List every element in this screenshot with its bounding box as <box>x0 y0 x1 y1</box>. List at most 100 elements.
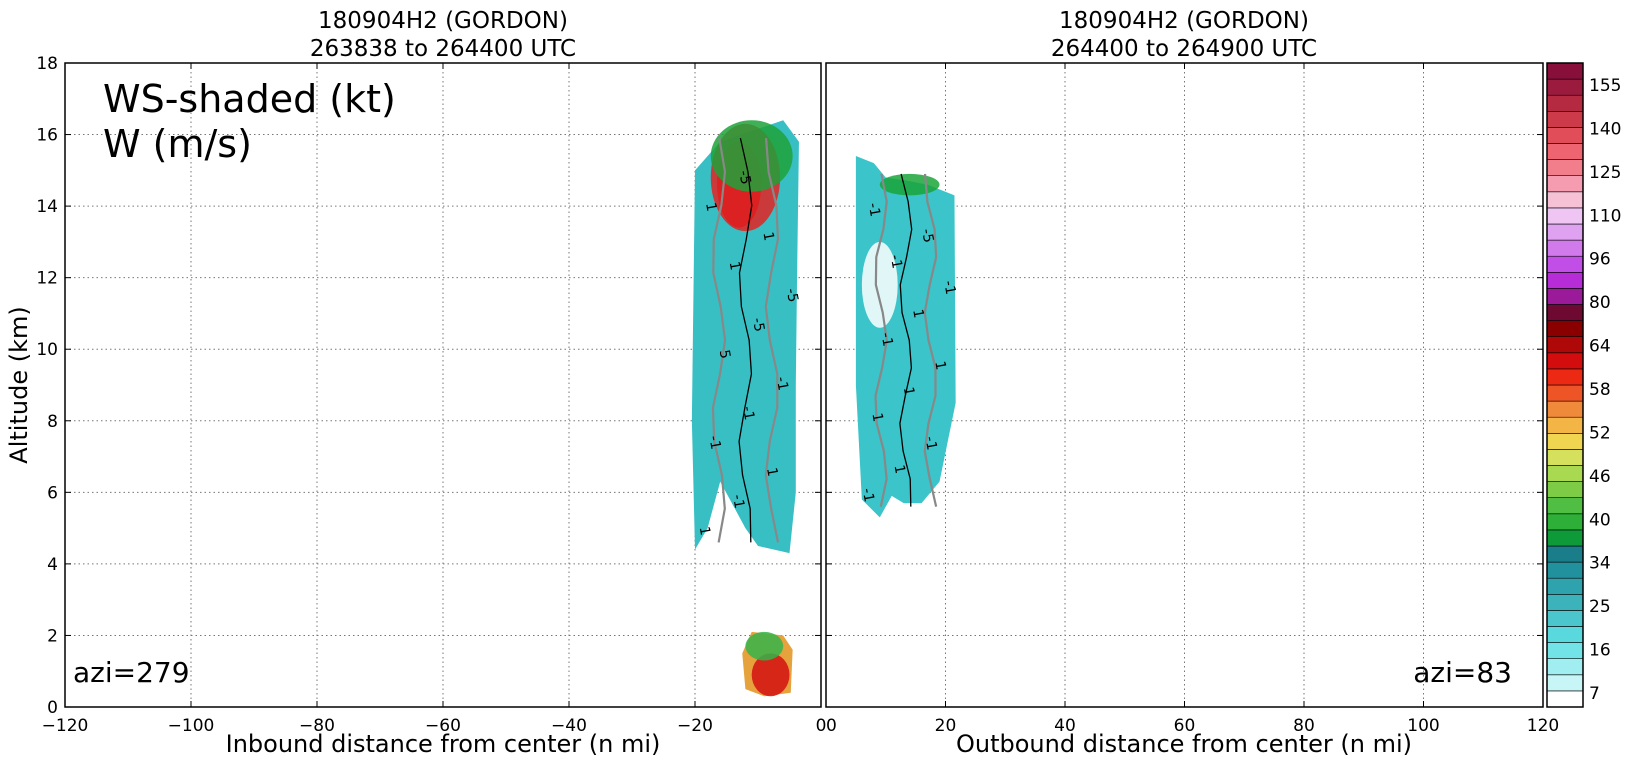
colorbar-band <box>1546 610 1584 627</box>
right-ticks: 0 20 40 60 80 100 120 <box>825 62 1559 736</box>
colorbar-band <box>1546 384 1584 402</box>
w-contour-label: 1 <box>726 260 743 272</box>
w-contour-label: -1 <box>773 375 791 392</box>
right-w-contours: -1 1 -1 1 1 1 -1 1 -1 -1 -5 -1 <box>859 173 958 507</box>
w-contour-line <box>738 137 753 543</box>
colorbar-band <box>1546 62 1584 80</box>
w-contour-label: -5 <box>749 317 767 334</box>
y-tick-label: 16 <box>36 126 58 146</box>
colorbar-band <box>1546 432 1584 450</box>
colorbar-band <box>1546 465 1584 482</box>
w-contour-line <box>899 173 913 507</box>
colorbar-band <box>1546 288 1584 305</box>
w-contour-label: 1 <box>891 463 908 475</box>
left-xlabel: Inbound distance from center (n mi) <box>226 730 661 758</box>
colorbar-ticks: 7 16 25 34 40 46 52 58 64 80 96 110 125 140 155 <box>1589 76 1621 704</box>
w-contour-label: -1 <box>921 435 939 452</box>
w-contour-label: 1 <box>868 412 885 424</box>
x-tick-label: −60 <box>425 716 461 736</box>
colorbar-band <box>1546 497 1584 515</box>
x-tick-label: 120 <box>1527 716 1559 736</box>
colorbar-band <box>1546 626 1584 643</box>
colorbar-band <box>1546 304 1584 321</box>
left-azi-label: azi=279 <box>73 656 190 689</box>
x-tick-label: 40 <box>1054 716 1076 736</box>
w-contour-label: -1 <box>729 493 747 510</box>
w-contour-label: -1 <box>877 331 895 348</box>
colorbar-band <box>1546 223 1584 241</box>
colorbar-band <box>1546 255 1584 273</box>
w-contour-label: 1 <box>759 231 776 243</box>
x-tick-label: −20 <box>677 716 713 736</box>
colorbar-tick-label: 7 <box>1589 684 1600 704</box>
w-contour-label: -1 <box>887 253 905 270</box>
colorbar-tick-label: 16 <box>1589 641 1611 661</box>
w-contour-label: 1 <box>909 308 926 320</box>
y-tick-label: 18 <box>36 54 58 74</box>
x-tick-label: 0 <box>826 716 837 736</box>
w-contour-label: -1 <box>705 434 723 451</box>
x-tick-label: −100 <box>168 716 215 736</box>
colorbar-tick-label: 52 <box>1589 423 1611 443</box>
colorbar-tick-label: 155 <box>1589 76 1621 96</box>
w-contour-label: -5 <box>783 287 801 304</box>
colorbar-band <box>1546 175 1584 193</box>
colorbar-band <box>1546 191 1584 209</box>
x-tick-label: 80 <box>1293 716 1315 736</box>
w-contour-label: -1 <box>859 487 877 504</box>
w-contour-label: 1 <box>702 201 719 213</box>
colorbar-band <box>1546 143 1584 160</box>
y-tick-label: 14 <box>36 197 58 217</box>
colorbar-band <box>1546 593 1584 611</box>
w-contour-label: -5 <box>918 228 936 245</box>
y-tick-label: 12 <box>36 269 58 289</box>
left-wind-shading <box>691 120 799 697</box>
colorbar-tick-label: 34 <box>1589 554 1611 574</box>
feature-green-rim <box>710 120 793 192</box>
colorbar: 7 16 25 34 40 46 52 58 64 80 96 110 125 140 155 <box>1546 62 1621 708</box>
colorbar-band <box>1546 481 1584 499</box>
y-tick-label: 6 <box>47 483 58 503</box>
left-ylabel: Altitude (km) <box>5 306 33 463</box>
feature-low-green <box>745 631 784 661</box>
colorbar-band <box>1546 400 1584 418</box>
colorbar-band <box>1546 111 1584 128</box>
colorbar-band <box>1546 271 1584 289</box>
colorbar-band <box>1546 577 1584 595</box>
colorbar-tick-label: 140 <box>1589 119 1621 139</box>
colorbar-tick-label: 40 <box>1589 510 1611 530</box>
w-contour-line <box>764 138 780 543</box>
y-tick-label: 0 <box>47 698 58 718</box>
colorbar-tick-label: 25 <box>1589 597 1611 617</box>
colorbar-band <box>1546 545 1584 563</box>
x-tick-label: −80 <box>299 716 335 736</box>
shaded-region-upper-band <box>691 120 799 554</box>
left-panel: 180904H2 (GORDON) 263838 to 264400 UTC 1… <box>5 8 826 758</box>
left-ticks: −120 −100 −80 −60 −40 −20 0 0 2 4 6 8 10 12 14 16 18 <box>36 54 826 736</box>
colorbar-tick-label: 64 <box>1589 337 1611 357</box>
colorbar-tick-label: 58 <box>1589 380 1611 400</box>
colorbar-band <box>1546 529 1584 547</box>
left-w-contours: 1 -1 1 -1 -1 -1 5 -5 -5 1 1 1 -5 <box>696 137 801 543</box>
w-contour-label: 1 <box>900 386 917 398</box>
colorbar-band <box>1546 561 1584 579</box>
x-tick-label: −120 <box>42 716 89 736</box>
w-contour-label: -1 <box>865 202 883 219</box>
colorbar-band <box>1546 78 1584 96</box>
colorbar-tick-label: 46 <box>1589 467 1611 487</box>
colorbar-band <box>1546 642 1584 659</box>
right-title-line1: 180904H2 (GORDON) <box>1059 8 1309 34</box>
w-contour-label: 1 <box>931 360 948 372</box>
x-tick-label: 100 <box>1407 716 1439 736</box>
x-tick-label: 0 <box>816 716 827 736</box>
colorbar-band <box>1546 513 1584 531</box>
colorbar-band <box>1546 449 1584 466</box>
y-tick-label: 4 <box>47 555 58 575</box>
colorbar-band <box>1546 416 1584 434</box>
colorbar-band <box>1546 368 1584 386</box>
colorbar-band <box>1546 690 1584 708</box>
feature-low-red <box>751 653 790 697</box>
y-tick-label: 10 <box>36 340 58 360</box>
w-contour-label: -1 <box>739 405 757 422</box>
colorbar-tick-label: 80 <box>1589 293 1611 313</box>
